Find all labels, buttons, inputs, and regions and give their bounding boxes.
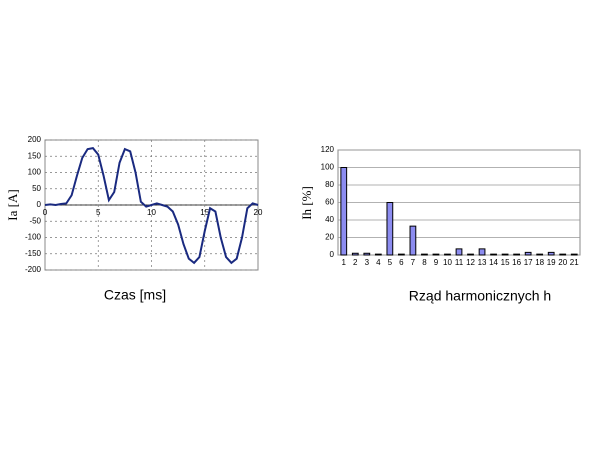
bar [467,253,474,256]
bar [363,252,371,256]
x-tick-label: 19 [547,258,556,267]
x-tick-label: 9 [434,258,439,267]
y-tick-label: 120 [321,145,335,154]
x-tick-label: 10 [147,208,156,217]
x-axis-label: Rząd harmonicznych h [409,288,551,304]
y-tick-label: 40 [325,215,334,224]
x-tick-label: 14 [489,258,498,267]
x-tick-label: 12 [466,258,475,267]
bar [536,253,544,256]
bar [524,251,532,256]
x-tick-label: 21 [570,258,579,267]
x-tick-label: 20 [558,258,567,267]
bar [386,202,394,256]
y-axis-label: Ia [A] [5,189,20,220]
bar [409,225,417,256]
bar [513,253,521,256]
x-tick-label: 15 [501,258,510,267]
y-tick-label: 150 [28,151,42,160]
bar [398,253,405,256]
y-tick-label: 60 [325,198,334,207]
line-series [44,147,259,265]
x-tick-label: 7 [411,258,416,267]
bar [444,253,451,256]
bar [559,253,567,256]
x-tick-label: 13 [478,258,487,267]
y-tick-label: 80 [325,180,334,189]
bar [501,253,509,256]
x-tick-label: 10 [443,258,452,267]
x-tick-label: 6 [399,258,404,267]
bar [570,253,578,256]
x-tick-label: 17 [524,258,533,267]
x-tick-label: 3 [365,258,370,267]
y-tick-label: -50 [29,216,41,225]
x-tick-label: 1 [342,258,347,267]
bar [374,253,382,256]
bar [432,253,440,256]
y-tick-label: 200 [28,135,42,144]
bar [455,248,463,256]
x-tick-label: 4 [376,258,381,267]
x-tick-label: 18 [535,258,544,267]
x-tick-label: 2 [353,258,358,267]
x-tick-label: 20 [254,208,263,217]
y-axis-label: Ih [%] [299,186,314,220]
x-tick-label: 8 [422,258,427,267]
y-tick-label: 20 [325,233,334,242]
bar [340,167,348,256]
x-tick-label: 16 [512,258,521,267]
y-tick-label: 0 [330,250,335,259]
y-tick-label: 50 [32,184,41,193]
bar [490,253,497,256]
x-tick-label: 5 [388,258,393,267]
y-tick-label: -100 [25,233,42,242]
bar [351,252,359,256]
x-axis-label: Czas [ms] [104,287,166,303]
x-tick-label: 15 [200,208,209,217]
bar [547,251,555,256]
x-tick-label: 0 [43,208,48,217]
bar [421,253,428,256]
y-tick-label: 100 [28,168,42,177]
y-tick-label: -150 [25,249,42,258]
y-tick-label: 0 [37,200,42,209]
y-tick-label: -200 [25,265,42,274]
y-tick-label: 100 [321,163,335,172]
x-tick-label: 5 [96,208,101,217]
x-tick-label: 11 [455,258,464,267]
bar [478,248,486,256]
